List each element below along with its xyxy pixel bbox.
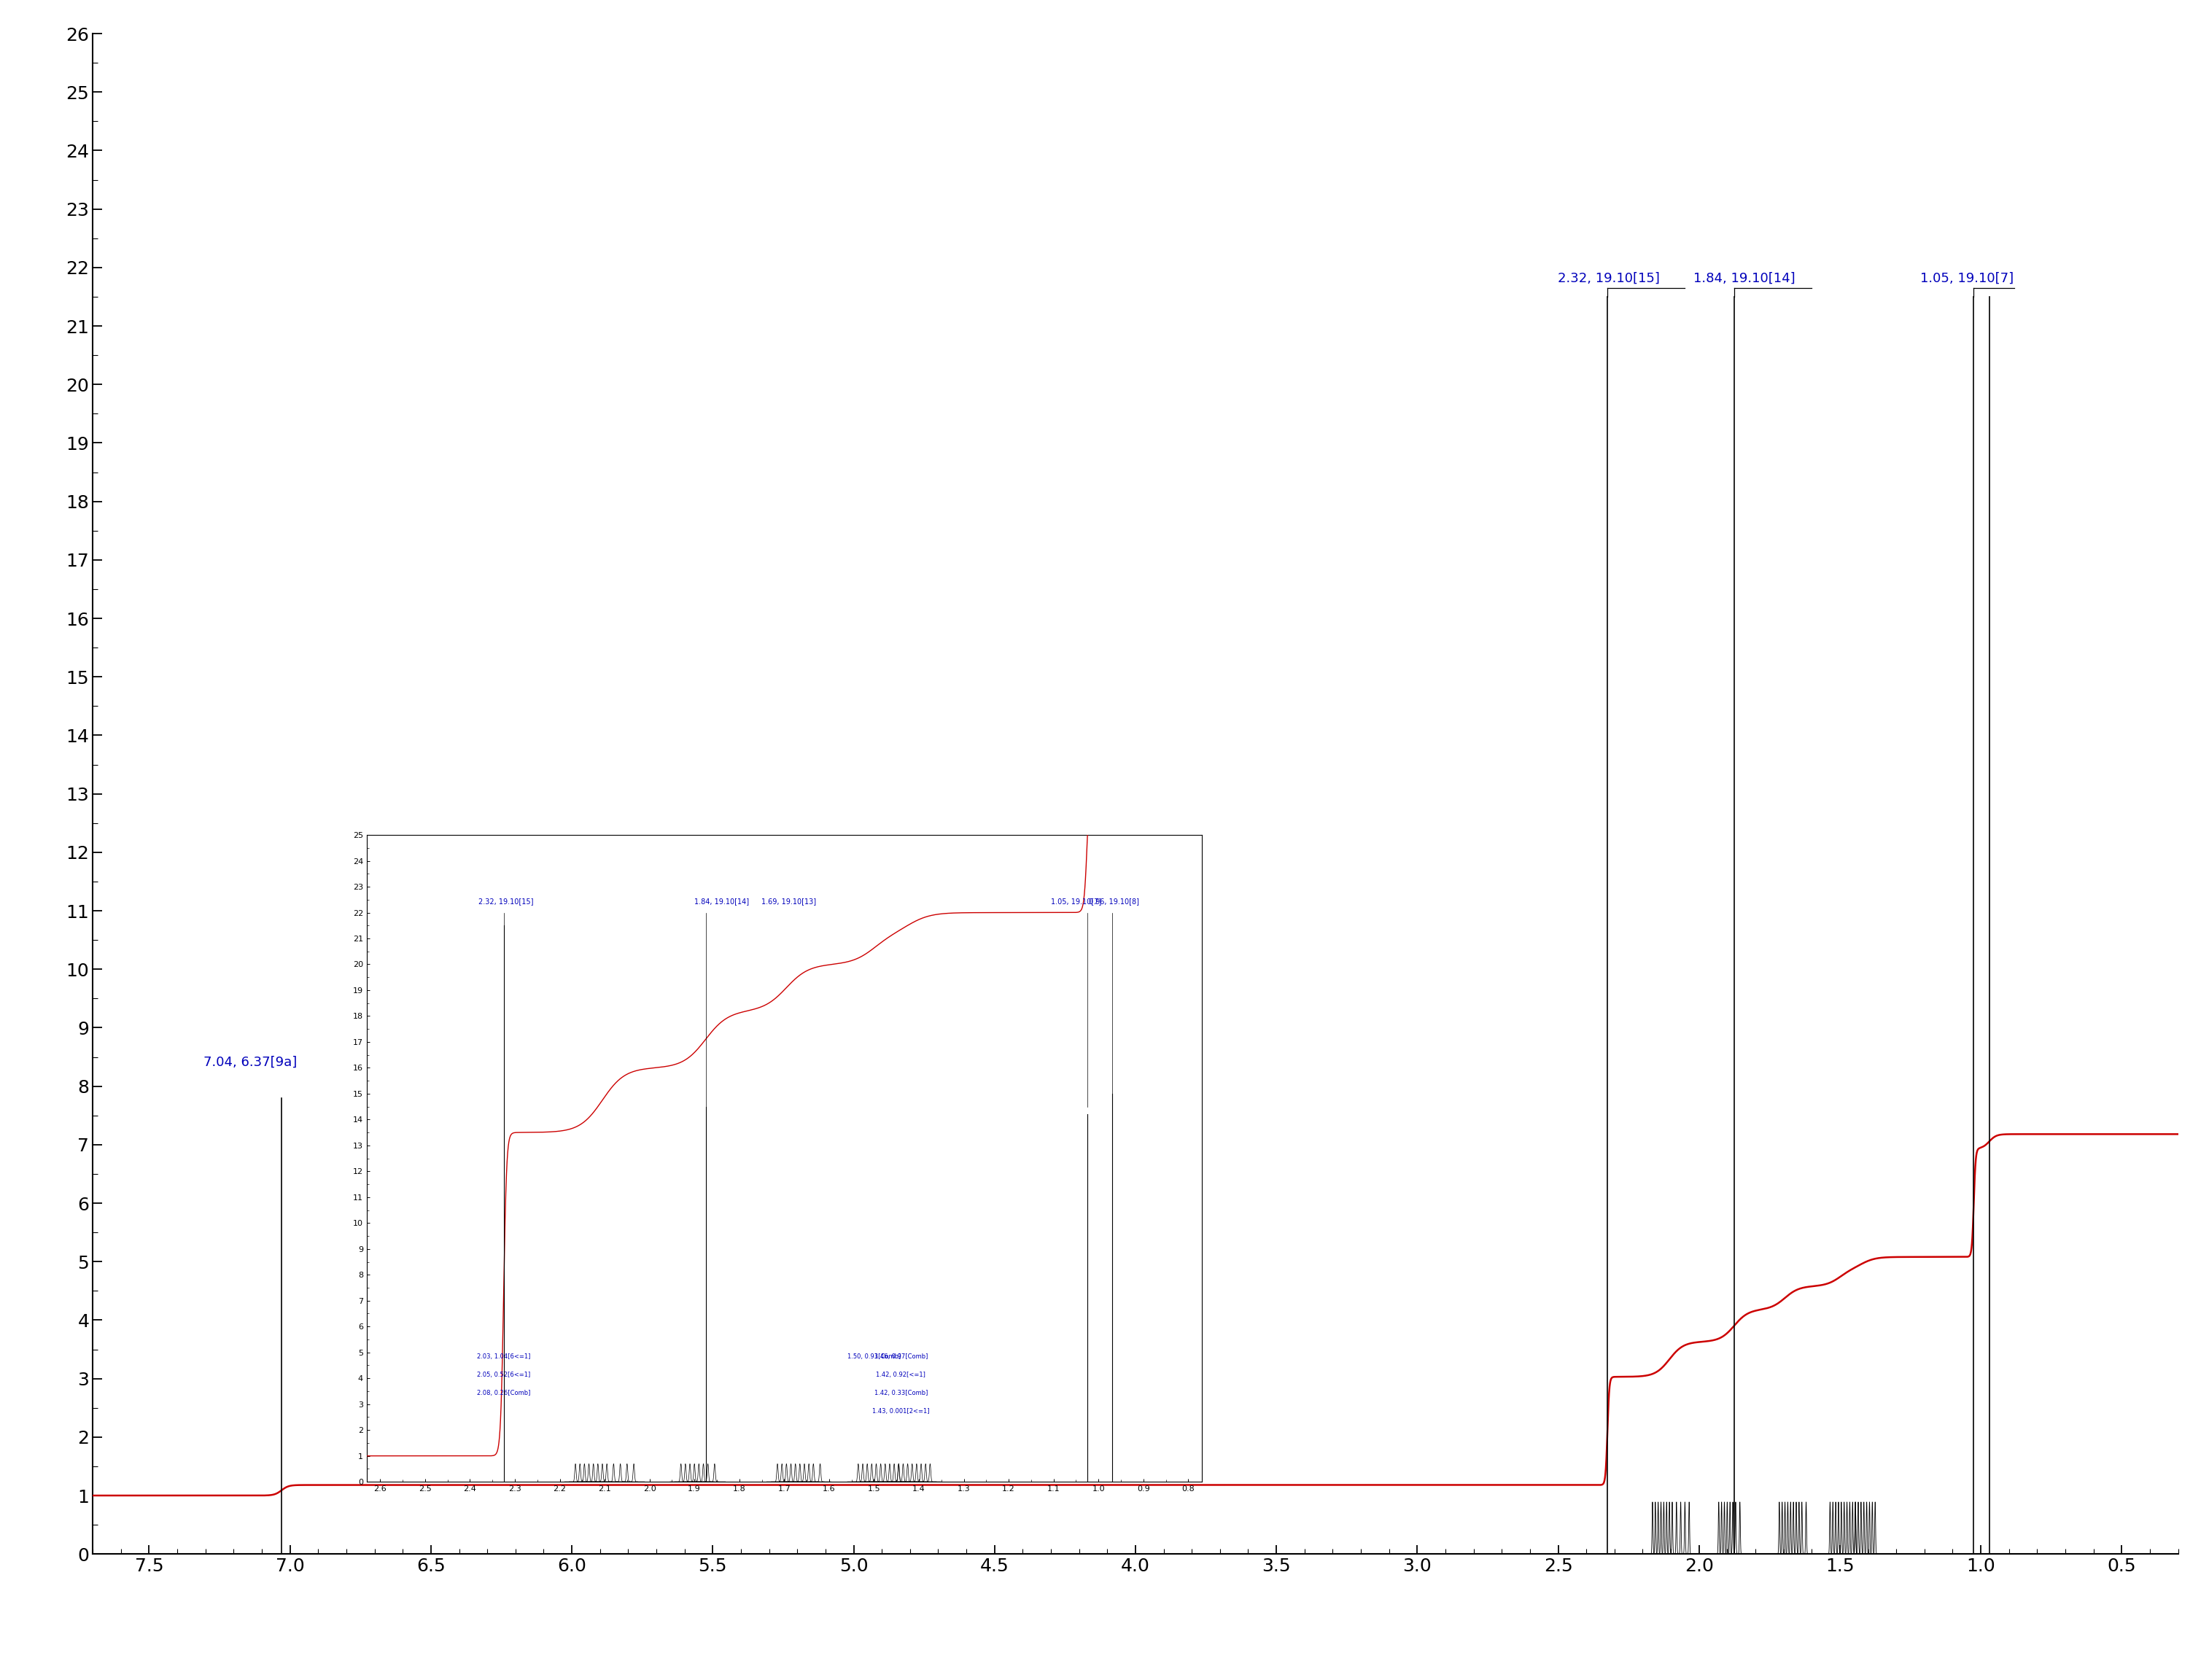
Text: 0.96, 19.10[8]: 0.96, 19.10[8] xyxy=(1089,897,1140,906)
Text: 1.69, 19.10[13]: 1.69, 19.10[13] xyxy=(762,897,815,906)
Text: 1.84, 19.10[14]: 1.84, 19.10[14] xyxy=(694,897,749,906)
Text: 1.05, 19.10[7]: 1.05, 19.10[7] xyxy=(1051,897,1102,906)
Text: 1.42, 0.92[<=1]: 1.42, 0.92[<=1] xyxy=(877,1371,926,1378)
Text: 1.43, 0.001[2<=1]: 1.43, 0.001[2<=1] xyxy=(873,1408,930,1415)
Text: 7.04, 6.37[9a]: 7.04, 6.37[9a] xyxy=(203,1055,298,1068)
Text: 2.03, 1.04[6<=1]: 2.03, 1.04[6<=1] xyxy=(477,1354,530,1361)
Text: 2.32, 19.10[15]: 2.32, 19.10[15] xyxy=(1557,272,1659,286)
Text: 1.42, 0.33[Comb]: 1.42, 0.33[Comb] xyxy=(875,1389,928,1396)
Text: 1.05, 19.10[7]: 1.05, 19.10[7] xyxy=(1920,272,2012,286)
Text: 2.08, 0.26[Comb]: 2.08, 0.26[Comb] xyxy=(477,1389,530,1396)
Text: 1.84, 19.10[14]: 1.84, 19.10[14] xyxy=(1692,272,1796,286)
Text: 1.46, 0.97[Comb]: 1.46, 0.97[Comb] xyxy=(875,1354,928,1361)
Text: 2.32, 19.10[15]: 2.32, 19.10[15] xyxy=(479,897,532,906)
Text: 1.50, 0.93[Comb]: 1.50, 0.93[Comb] xyxy=(848,1354,901,1361)
Text: 2.05, 0.52[6<=1]: 2.05, 0.52[6<=1] xyxy=(477,1371,530,1378)
